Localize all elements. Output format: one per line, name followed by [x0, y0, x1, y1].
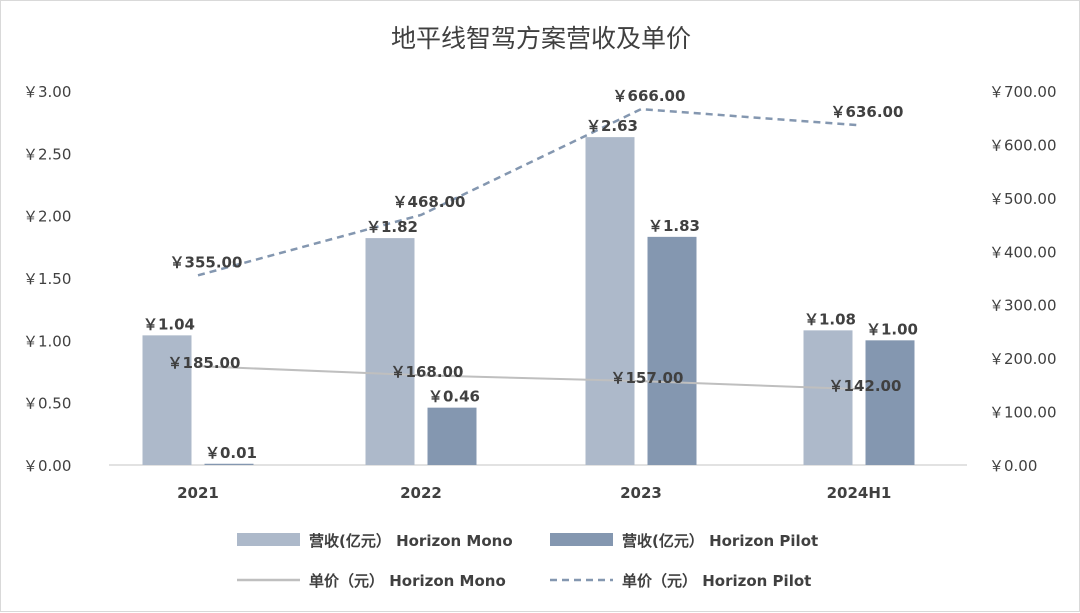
left-tick-label: ￥0.00	[23, 457, 71, 475]
left-tick-label: ￥2.50	[23, 145, 71, 163]
line-value-label: ￥468.00	[393, 193, 466, 211]
bar-value-label: ￥1.08	[804, 310, 856, 328]
line-value-label: ￥142.00	[829, 377, 902, 395]
legend-swatch	[550, 533, 613, 546]
right-axis-ticks: ￥0.00 ￥100.00 ￥200.00 ￥300.00 ￥400.00 ￥500.00…	[989, 83, 1057, 475]
legend-swatch	[237, 533, 300, 546]
category-labels: 2021 2022 2023 2024H1	[177, 484, 891, 502]
mono-price-line	[197, 365, 860, 391]
bar-value-label: ￥0.01	[205, 444, 257, 462]
bar-value-label: ￥1.00	[866, 320, 918, 338]
bar-value-label: ￥1.83	[648, 217, 700, 235]
chart-title: 地平线智驾方案营收及单价	[391, 24, 691, 53]
line-value-label: ￥636.00	[831, 103, 904, 121]
bar	[865, 340, 915, 465]
right-tick-label: ￥400.00	[989, 243, 1057, 261]
line-value-label: ￥666.00	[613, 87, 686, 105]
legend-label: 单价（元） Horizon Mono	[309, 572, 506, 590]
legend-label: 营收(亿元） Horizon Mono	[309, 532, 513, 550]
right-tick-label: ￥500.00	[989, 190, 1057, 208]
line-value-label: ￥185.00	[168, 354, 241, 372]
line-value-label: ￥355.00	[170, 253, 243, 271]
right-tick-label: ￥0.00	[989, 457, 1037, 475]
left-tick-label: ￥3.00	[23, 83, 71, 101]
bar	[585, 137, 635, 466]
left-tick-label: ￥1.00	[23, 332, 71, 350]
left-tick-label: ￥2.00	[23, 208, 71, 226]
left-tick-label: ￥0.50	[23, 395, 71, 413]
left-axis-ticks: ￥0.00 ￥0.50 ￥1.00 ￥1.50 ￥2.00 ￥2.50 ￥3.00	[23, 83, 71, 475]
bar-series	[142, 137, 915, 466]
bar-value-label: ￥1.82	[366, 218, 418, 236]
legend-label: 单价（元） Horizon Pilot	[622, 572, 811, 590]
right-tick-label: ￥300.00	[989, 297, 1057, 315]
bar-value-label: ￥2.63	[586, 117, 638, 135]
category-label: 2022	[400, 484, 442, 502]
line-value-label: ￥168.00	[391, 363, 464, 381]
left-tick-label: ￥1.50	[23, 270, 71, 288]
category-label: 2024H1	[827, 484, 892, 502]
category-label: 2023	[620, 484, 662, 502]
right-tick-label: ￥200.00	[989, 350, 1057, 368]
bar-value-label: ￥1.04	[143, 315, 195, 333]
line-value-label: ￥157.00	[611, 369, 684, 387]
bar	[204, 463, 254, 465]
bar	[142, 335, 192, 465]
data-labels: ￥1.04 ￥1.82 ￥2.63 ￥1.08 ￥0.01 ￥0.46 ￥1.83 ￥1.00…	[143, 87, 918, 462]
right-tick-label: ￥700.00	[989, 83, 1057, 101]
pilot-price-line	[197, 107, 860, 277]
bar	[427, 407, 477, 465]
legend-label: 营收(亿元） Horizon Pilot	[622, 532, 818, 550]
category-label: 2021	[177, 484, 219, 502]
bar-value-label: ￥0.46	[428, 388, 480, 406]
right-tick-label: ￥100.00	[989, 404, 1057, 422]
right-tick-label: ￥600.00	[989, 136, 1057, 154]
legend: 营收(亿元） Horizon Mono 营收(亿元） Horizon Pilot 单…	[237, 532, 818, 590]
bar	[365, 238, 415, 465]
bar	[803, 330, 853, 465]
bar	[647, 236, 697, 465]
line-series	[197, 107, 860, 391]
